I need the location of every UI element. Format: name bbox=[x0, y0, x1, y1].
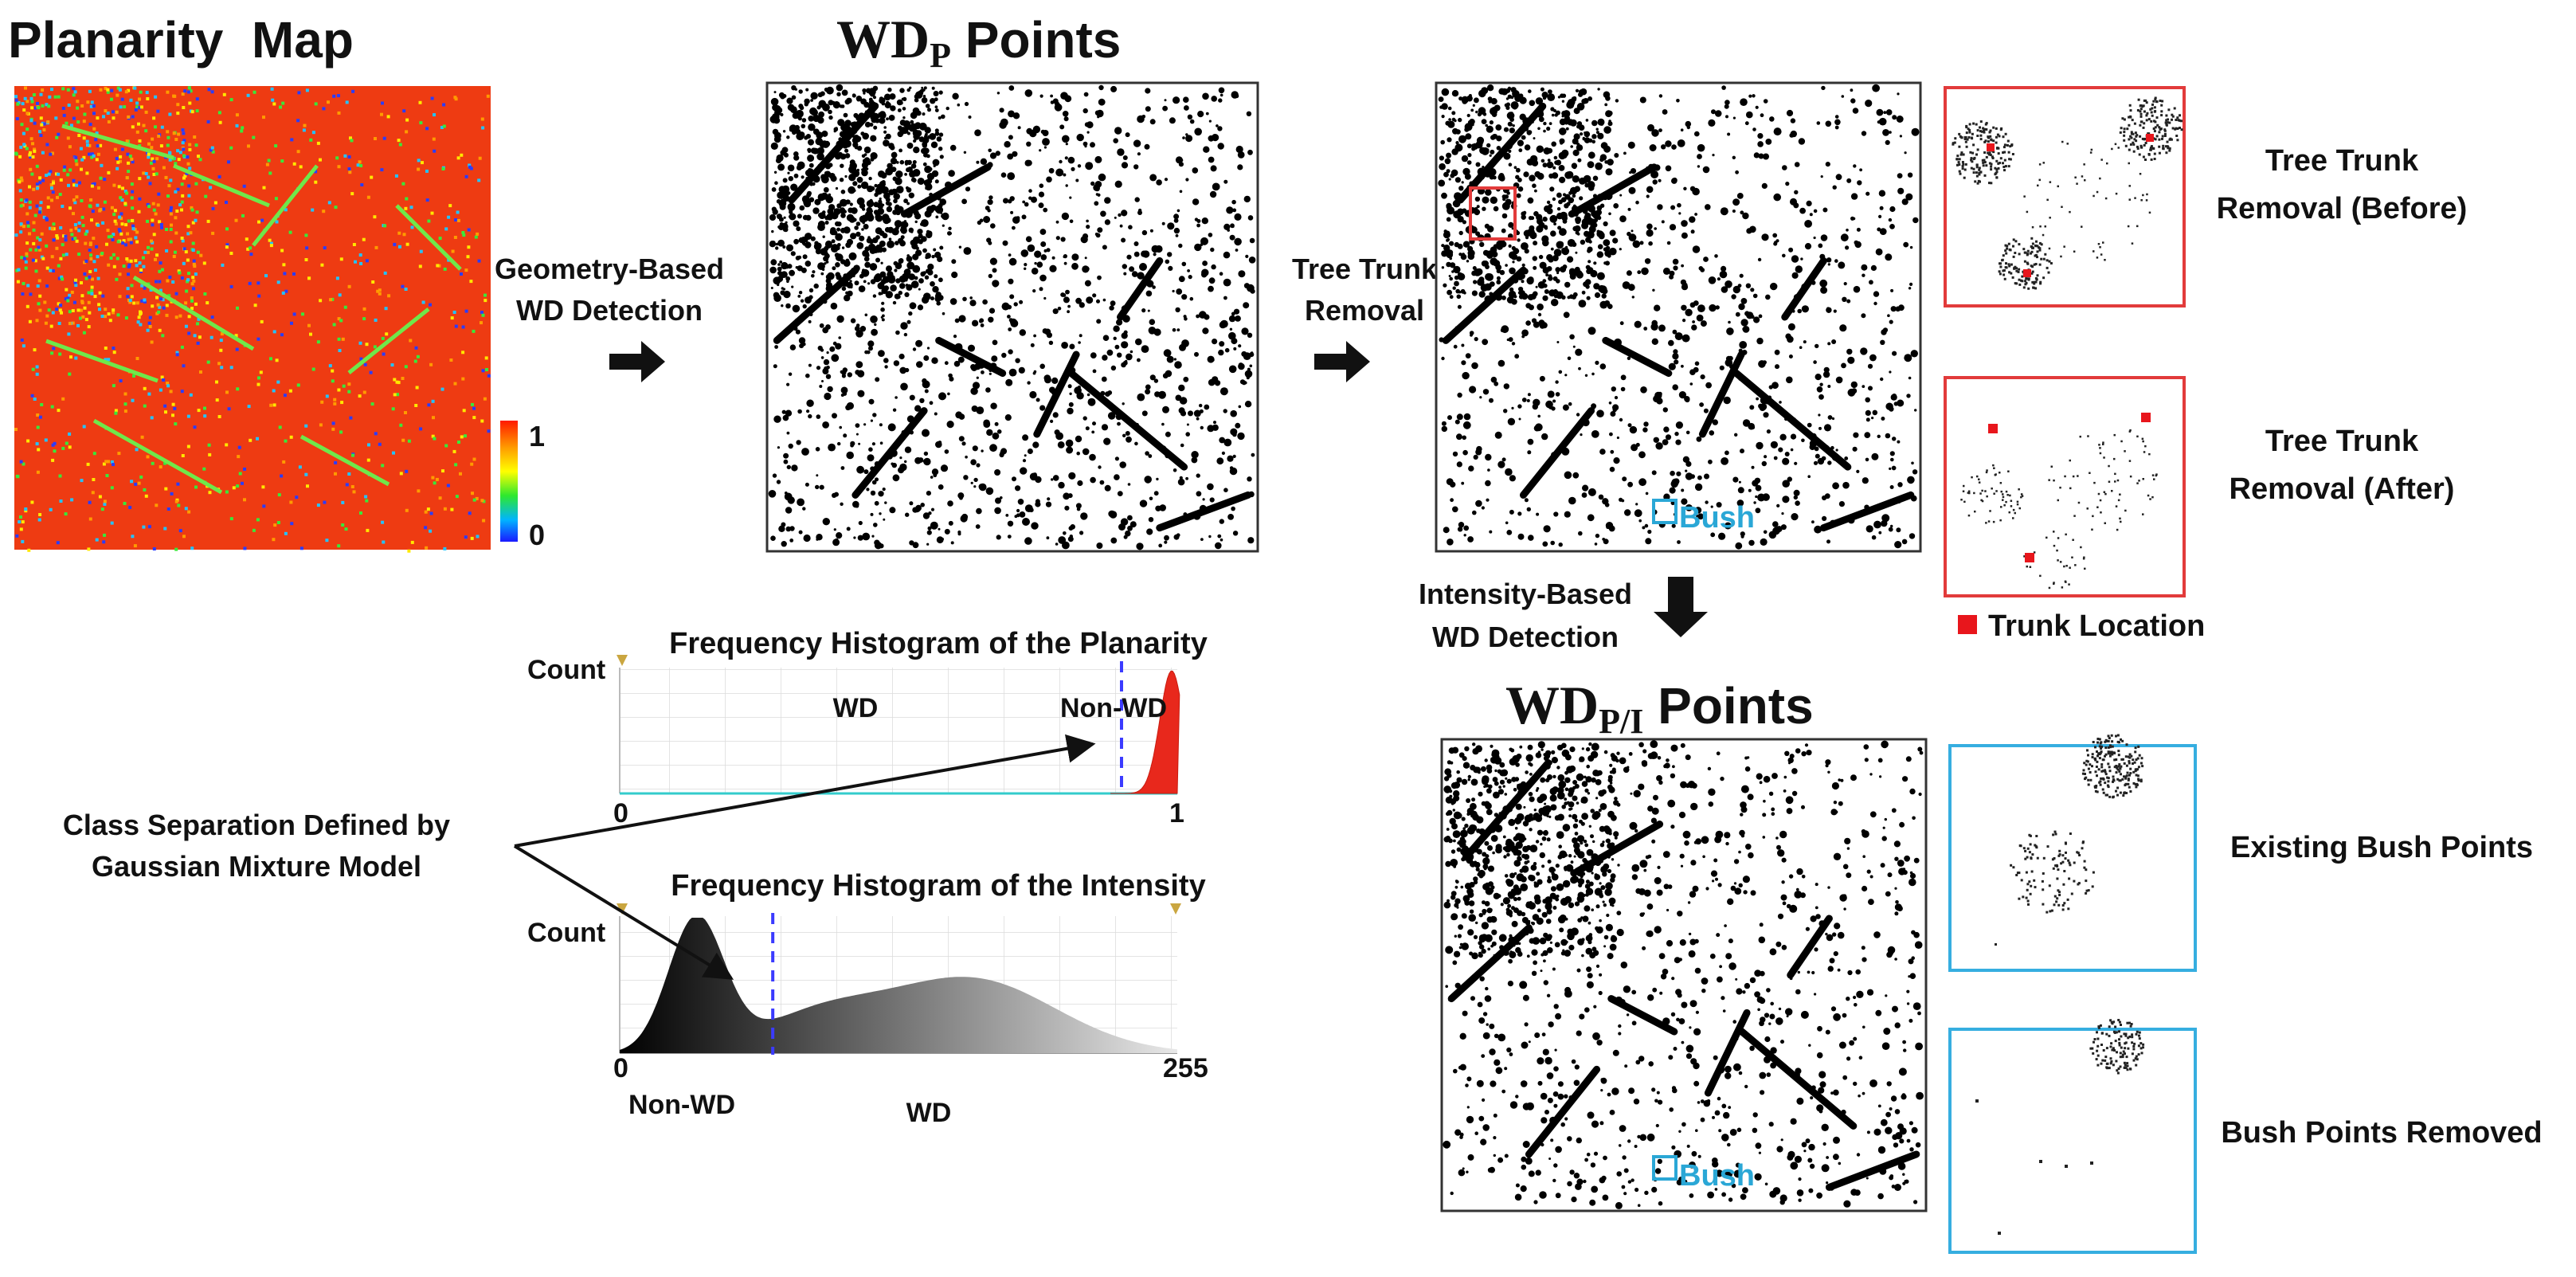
planarity-map-title: Planarity Map bbox=[8, 11, 354, 69]
wdp-title-main: WD bbox=[836, 9, 930, 69]
geometry-step-label-2: WD Detection bbox=[516, 294, 703, 327]
planarity-histogram bbox=[617, 655, 1180, 795]
trunk-after-label-1: Tree Trunk bbox=[2265, 425, 2419, 458]
trunk-step-arrow bbox=[1314, 341, 1370, 382]
wdpi-title-sub: P/I bbox=[1599, 702, 1643, 741]
wdpi-title-rest: Points bbox=[1643, 677, 1813, 734]
planarity-map bbox=[14, 86, 491, 553]
bush-label: Bush bbox=[1679, 501, 1755, 535]
planarity-hist-left-class: WD bbox=[833, 693, 879, 723]
trunk-after-label-2: Removal (After) bbox=[2230, 472, 2455, 506]
colorbar bbox=[500, 421, 518, 542]
bush-existing-points bbox=[1995, 734, 2144, 946]
trunk-step-label-1: Tree Trunk bbox=[1292, 253, 1438, 285]
planarity-hist-xmin: 0 bbox=[613, 798, 628, 828]
wdp-title-rest: Points bbox=[951, 11, 1121, 69]
intensity-step-arrow bbox=[1654, 577, 1708, 637]
wdpi-point-cloud bbox=[1443, 740, 1924, 1209]
trunk-location-legend-label: Trunk Location bbox=[1988, 609, 2205, 643]
trunk-removed-point-cloud bbox=[1438, 84, 1920, 550]
intensity-step-label-2: WD Detection bbox=[1432, 621, 1619, 653]
intensity-hist-ylabel: Count bbox=[527, 918, 605, 948]
wdp-points-panel bbox=[765, 81, 1259, 553]
bush-label-2: Bush bbox=[1679, 1159, 1755, 1193]
trunk-zoom-box bbox=[1469, 186, 1517, 241]
planarity-hist-distribution bbox=[1110, 670, 1180, 794]
trunk-before-panel bbox=[1944, 86, 2186, 307]
wdpi-title: WDP/I Points bbox=[1505, 675, 1814, 741]
trunk-before-points bbox=[1952, 96, 2183, 290]
wdp-point-cloud bbox=[768, 84, 1256, 550]
planarity-hist-title: Frequency Histogram of the Planarity bbox=[669, 627, 1208, 660]
intensity-hist-xmax: 255 bbox=[1163, 1053, 1208, 1083]
trunk-location-legend-swatch bbox=[1958, 615, 1977, 634]
planarity-hist-xmax: 1 bbox=[1169, 798, 1184, 828]
intensity-hist-title: Frequency Histogram of the Intensity bbox=[671, 869, 1205, 903]
intensity-hist-distribution bbox=[620, 918, 1177, 1053]
gmm-note-line1: Class Separation Defined by bbox=[63, 809, 450, 841]
intensity-hist-right-class: WD bbox=[906, 1098, 952, 1128]
bush-removed-panel bbox=[1948, 1019, 2197, 1254]
colorbar-max-label: 1 bbox=[529, 420, 545, 452]
trunk-before-label-2: Removal (Before) bbox=[2217, 192, 2468, 225]
trunk-removed-panel: Bush bbox=[1435, 81, 1922, 553]
gmm-note-line2: Gaussian Mixture Model bbox=[92, 850, 421, 883]
planarity-hist-right-class: Non-WD bbox=[1060, 693, 1167, 723]
bush-removed-label: Bush Points Removed bbox=[2221, 1116, 2542, 1150]
wdpi-points-panel: Bush bbox=[1440, 738, 1928, 1212]
wdpi-title-main: WD bbox=[1505, 675, 1599, 735]
trunk-after-points bbox=[1960, 413, 2158, 590]
intensity-hist-xmin: 0 bbox=[613, 1053, 628, 1083]
intensity-step-label-1: Intensity-Based bbox=[1419, 578, 1632, 610]
geometry-step-arrow bbox=[609, 341, 665, 382]
gmm-arrow-planarity bbox=[514, 734, 1096, 848]
wdp-title-sub: P bbox=[930, 36, 951, 75]
bush-removed-points bbox=[1975, 1019, 2145, 1235]
planarity-hist-ylabel: Count bbox=[527, 655, 605, 685]
colorbar-min-label: 0 bbox=[529, 519, 545, 551]
bush-marker bbox=[1652, 499, 1678, 524]
trunk-after-panel bbox=[1944, 376, 2186, 597]
bush-marker-2 bbox=[1652, 1155, 1678, 1181]
wdp-title: WDP Points bbox=[836, 9, 1121, 75]
trunk-step-label-2: Removal bbox=[1305, 294, 1424, 327]
intensity-hist-left-class: Non-WD bbox=[628, 1090, 735, 1120]
gmm-arrow-intensity bbox=[513, 844, 734, 980]
intensity-histogram bbox=[617, 903, 1181, 1055]
bush-existing-panel bbox=[1948, 734, 2197, 972]
planarity-map-speckle bbox=[14, 86, 491, 553]
trunk-before-label-1: Tree Trunk bbox=[2265, 144, 2419, 178]
geometry-step-label-1: Geometry-Based bbox=[495, 253, 724, 285]
bush-existing-label: Existing Bush Points bbox=[2230, 831, 2533, 864]
